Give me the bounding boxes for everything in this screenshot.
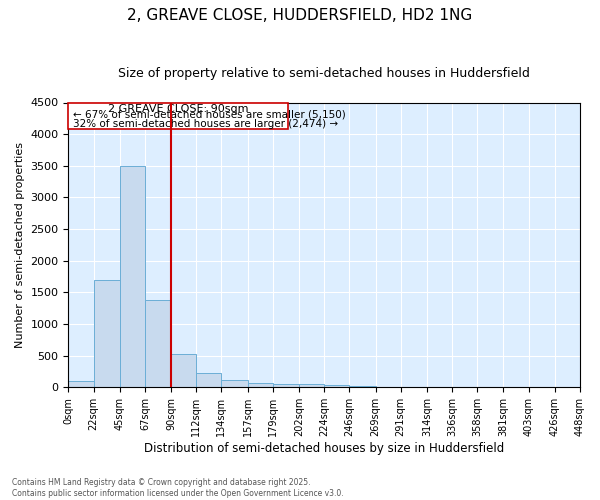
Text: ← 67% of semi-detached houses are smaller (5,150): ← 67% of semi-detached houses are smalle… — [73, 110, 346, 120]
Bar — [324, 386, 349, 388]
Bar — [376, 386, 401, 388]
Title: Size of property relative to semi-detached houses in Huddersfield: Size of property relative to semi-detach… — [118, 68, 530, 80]
Bar — [299, 384, 324, 388]
Text: Contains HM Land Registry data © Crown copyright and database right 2025.
Contai: Contains HM Land Registry data © Crown c… — [12, 478, 344, 498]
Bar — [221, 380, 248, 388]
X-axis label: Distribution of semi-detached houses by size in Huddersfield: Distribution of semi-detached houses by … — [144, 442, 505, 455]
Bar — [171, 354, 196, 388]
Bar — [120, 166, 145, 388]
Text: 32% of semi-detached houses are larger (2,474) →: 32% of semi-detached houses are larger (… — [73, 119, 338, 129]
Bar — [145, 300, 171, 388]
Bar — [68, 381, 94, 388]
Text: 2 GREAVE CLOSE: 90sqm: 2 GREAVE CLOSE: 90sqm — [108, 104, 248, 115]
FancyBboxPatch shape — [68, 102, 289, 129]
Y-axis label: Number of semi-detached properties: Number of semi-detached properties — [15, 142, 25, 348]
Text: 2, GREAVE CLOSE, HUDDERSFIELD, HD2 1NG: 2, GREAVE CLOSE, HUDDERSFIELD, HD2 1NG — [127, 8, 473, 22]
Bar — [349, 386, 376, 388]
Bar — [94, 280, 120, 388]
Bar — [196, 373, 221, 388]
Bar — [273, 384, 299, 388]
Bar — [248, 382, 273, 388]
